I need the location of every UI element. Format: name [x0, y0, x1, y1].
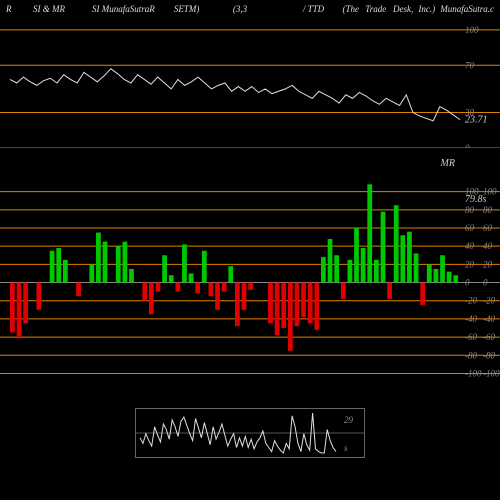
svg-text:MR: MR: [440, 158, 455, 169]
hdr-2: SI & MR: [33, 4, 92, 14]
hdr-9: Desk,: [393, 4, 418, 14]
hdr-1: R: [6, 4, 33, 14]
si-panel: 0307010023.71: [0, 18, 500, 148]
svg-text:-100: -100: [465, 368, 482, 378]
svg-text:-40: -40: [483, 314, 495, 324]
chart-area: 0307010023.71 MR-100-100-80-80-60-60-40-…: [0, 18, 500, 388]
svg-text:40: 40: [465, 241, 475, 251]
svg-text:-20: -20: [465, 296, 477, 306]
svg-text:79.8s: 79.8s: [465, 194, 487, 205]
hdr-11: MunafaSutra.c: [440, 4, 494, 14]
svg-text:s: s: [344, 443, 348, 453]
chart-header: R SI & MR SI MunafaSutraR SETM) (3,3 / T…: [0, 0, 500, 18]
svg-text:-80: -80: [483, 350, 495, 360]
svg-text:80: 80: [465, 205, 475, 215]
svg-text:-60: -60: [465, 332, 477, 342]
svg-text:60: 60: [465, 223, 475, 233]
hdr-8: Trade: [365, 4, 393, 14]
hdr-4: SETM): [174, 4, 233, 14]
svg-text:-60: -60: [483, 332, 495, 342]
hdr-7: (The: [342, 4, 365, 14]
mr-panel: MR-100-100-80-80-60-60-40-40-20-20002020…: [0, 148, 500, 388]
svg-text:23.71: 23.71: [465, 115, 488, 126]
svg-text:0: 0: [465, 278, 470, 288]
svg-text:-40: -40: [465, 314, 477, 324]
hdr-5: (3,3: [233, 4, 303, 14]
hdr-3: SI MunafaSutraR: [92, 4, 174, 14]
svg-text:100: 100: [465, 25, 479, 35]
svg-text:60: 60: [483, 223, 493, 233]
summary-box: 29 s: [135, 408, 365, 458]
hdr-10: Inc.): [418, 4, 440, 14]
svg-text:70: 70: [465, 60, 475, 70]
svg-text:-80: -80: [465, 350, 477, 360]
summary-chart: 29 s: [136, 409, 364, 457]
svg-text:20: 20: [465, 259, 475, 269]
svg-text:40: 40: [483, 241, 493, 251]
svg-text:20: 20: [483, 259, 493, 269]
svg-text:-100: -100: [483, 368, 500, 378]
hdr-6: / TTD: [303, 4, 343, 14]
svg-text:0: 0: [483, 278, 488, 288]
svg-text:-20: -20: [483, 296, 495, 306]
svg-text:29: 29: [344, 415, 354, 425]
svg-text:80: 80: [483, 205, 493, 215]
